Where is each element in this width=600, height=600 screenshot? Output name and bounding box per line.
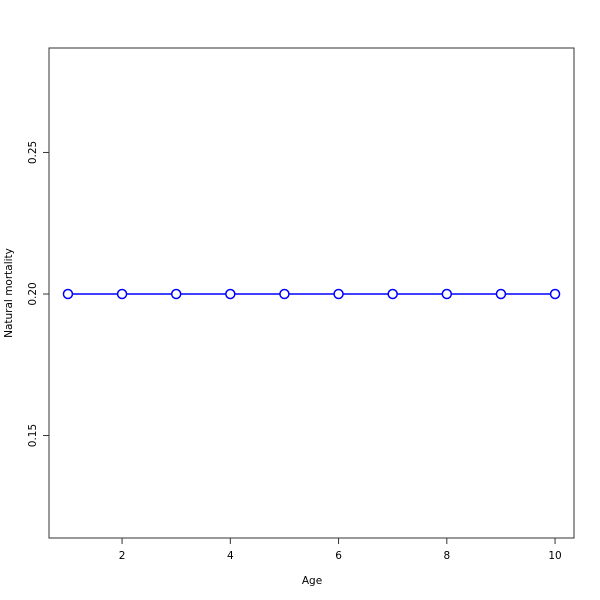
data-point: [333, 288, 344, 300]
y-axis: 0.15 0.20 0.25: [27, 141, 49, 447]
y-tick-label: 0.20: [27, 282, 39, 305]
data-point: [62, 288, 74, 300]
data-point: [225, 288, 236, 300]
data-point: [279, 288, 290, 300]
x-tick-label: 6: [335, 550, 342, 562]
x-tick-label: 8: [443, 550, 450, 562]
data-point: [495, 288, 507, 300]
x-tick-label: 2: [119, 550, 126, 562]
data-point: [170, 288, 182, 300]
x-tick-label: 4: [227, 550, 234, 562]
series: [62, 288, 561, 300]
plot-frame: [48, 47, 575, 539]
x-axis-label: Age: [302, 575, 322, 587]
data-point: [116, 288, 128, 300]
y-tick-label: 0.15: [27, 424, 39, 447]
x-tick-label: 10: [548, 550, 561, 562]
x-axis: 2 4 6 8 10: [119, 538, 562, 562]
data-point: [549, 288, 561, 300]
y-tick-label: 0.25: [27, 141, 39, 164]
data-point: [441, 288, 453, 300]
y-axis-label: Natural mortality: [3, 248, 15, 338]
data-point: [387, 288, 398, 300]
